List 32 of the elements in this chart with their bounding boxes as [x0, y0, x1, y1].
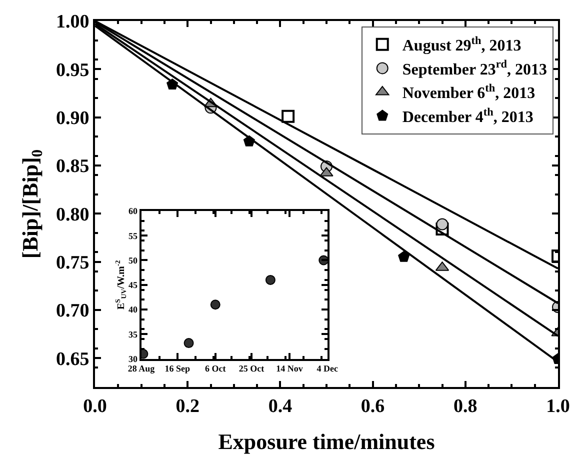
y-tick-label: 0.80: [56, 204, 90, 226]
x-tick-label: 14 Nov: [276, 364, 304, 374]
y-tick-label: 0.70: [56, 300, 90, 322]
y-tick-label: 30: [128, 354, 138, 364]
x-tick-label: 0.4: [268, 396, 293, 417]
x-tick-label: 0.8: [454, 396, 478, 417]
y-tick-label: 0.90: [56, 108, 90, 129]
x-tick-label: 6 Oct: [204, 364, 226, 374]
y-tick-label: 35: [128, 329, 138, 340]
x-tick-label: 16 Sep: [164, 364, 190, 374]
y-tick-label: 50: [128, 255, 138, 266]
x-tick-label: 0.0: [83, 396, 107, 417]
x-tick-label: 1.0: [546, 396, 570, 417]
y-tick-label: 55: [128, 230, 138, 241]
y-tick-label: 0.85: [56, 156, 90, 178]
x-tick-label: 28 Aug: [128, 364, 156, 374]
y-tick-label: 1.00: [56, 12, 90, 33]
y-tick-label: 40: [128, 304, 138, 315]
y-tick-label: 0.75: [56, 252, 90, 274]
y-tick-label: 60: [128, 206, 138, 216]
y-tick-label: 45: [128, 280, 138, 290]
y-tick-label: 0.65: [56, 348, 90, 370]
x-tick-label: 4 Dec: [316, 364, 338, 374]
x-tick-label: 0.6: [360, 396, 385, 417]
legend-label: December 4$^{th}$, 2013: [402, 106, 534, 126]
x-axis-title: Exposure time/minutes: [218, 429, 436, 454]
legend-label: August 29$^{th}$, 2013: [402, 34, 522, 55]
y-tick-label: 0.95: [56, 60, 90, 81]
x-tick-label: 0.2: [176, 396, 200, 417]
legend-label: September 23$^{rd}$, 2013: [402, 58, 548, 78]
x-tick-label: 25 Oct: [238, 364, 264, 374]
legend-label: November 6$^{th}$, 2013: [402, 82, 536, 102]
